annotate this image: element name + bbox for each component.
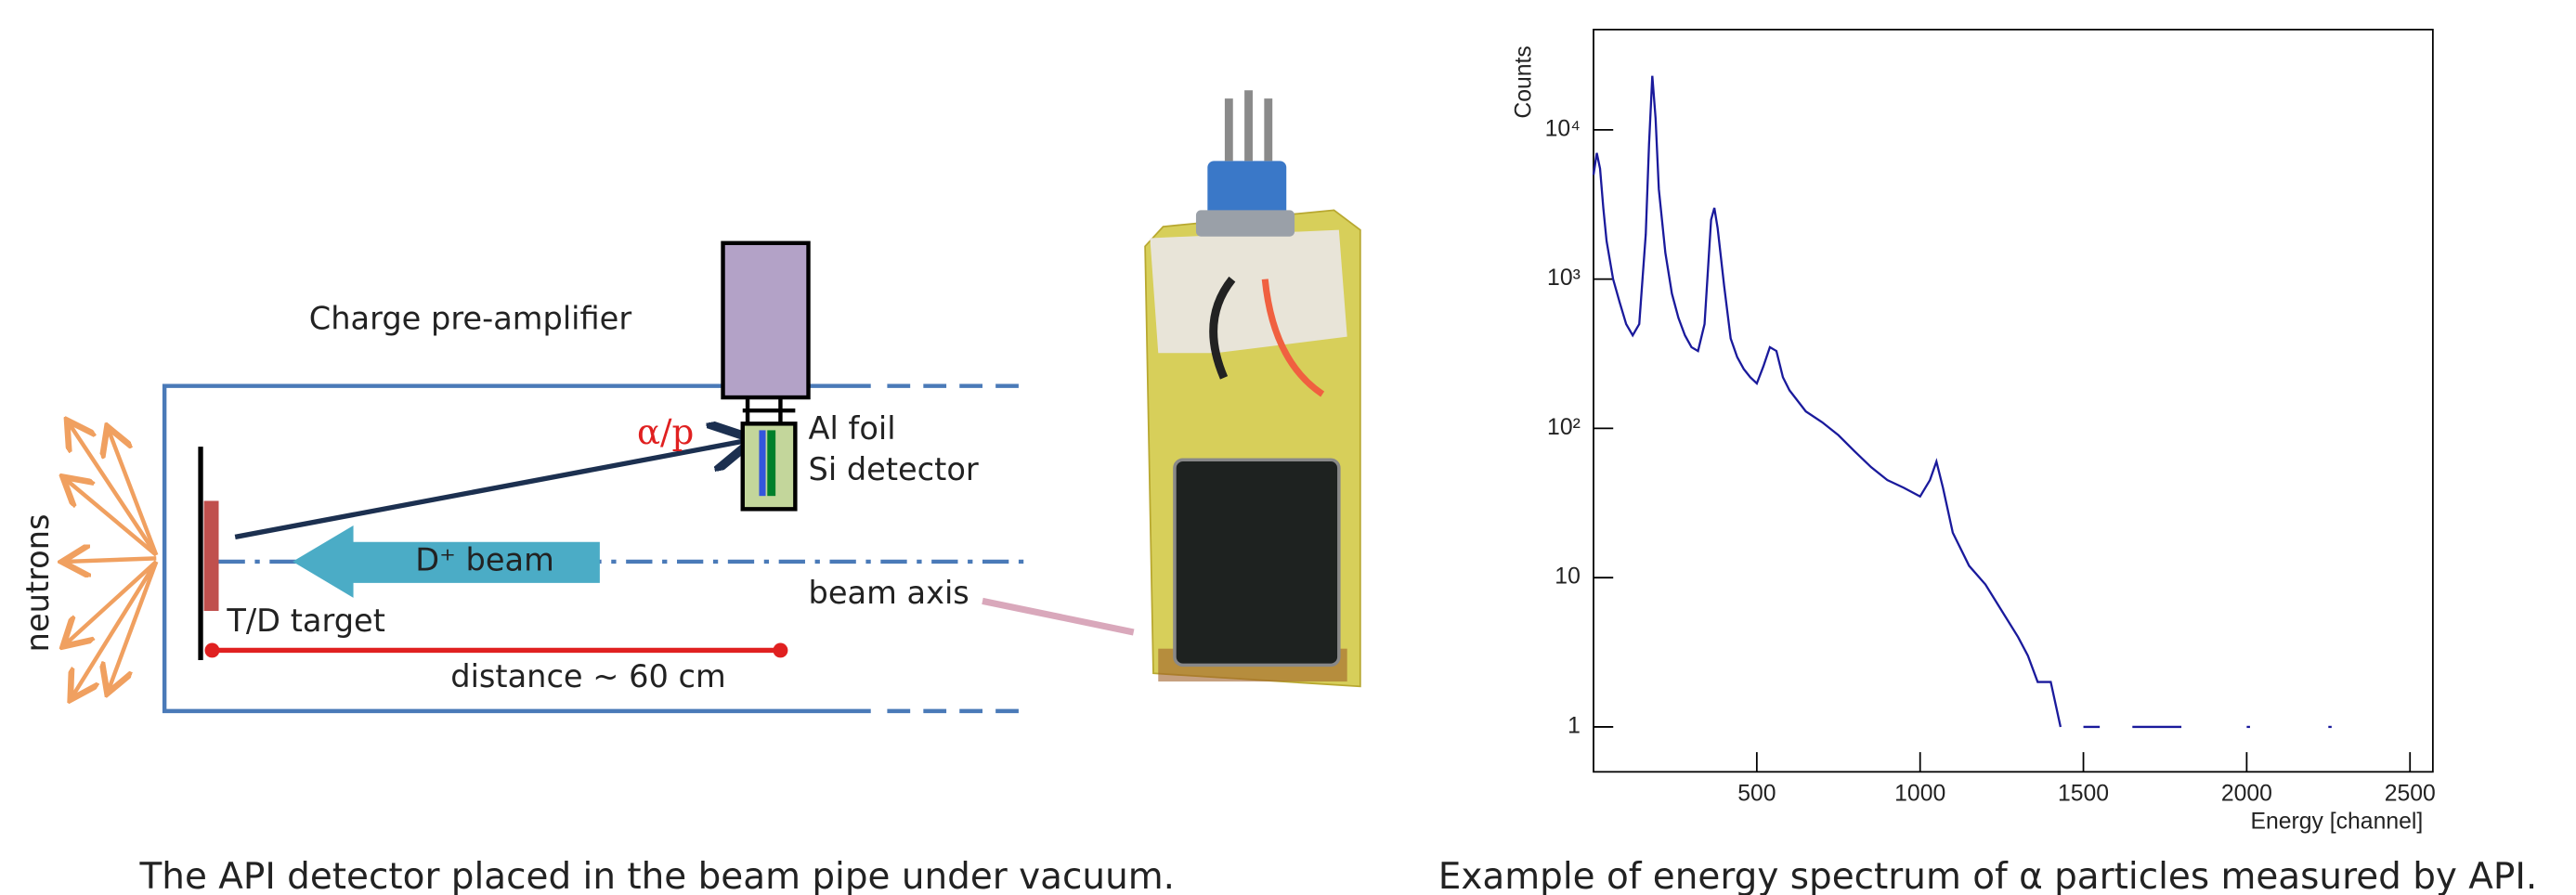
neutron-arrows (66, 423, 159, 696)
x-tick-label: 2500 (2385, 782, 2436, 807)
distance-end (204, 642, 220, 658)
pointer (982, 597, 1135, 636)
x-tick-label: 2000 (2221, 782, 2272, 807)
caption: The API detector placed in the beam pipe… (139, 856, 1175, 895)
y-tick-label: 10⁴ (1545, 116, 1581, 141)
x-tick-label: 1500 (2058, 782, 2109, 807)
beam-axis-label: beam axis (809, 575, 969, 611)
distance-end (773, 642, 788, 658)
photo (1144, 90, 1361, 688)
pins (1224, 90, 1273, 162)
alpha-p-label: α/p (637, 412, 694, 452)
distance-label: distance ~ 60 cm (450, 658, 725, 694)
plot-frame (1593, 28, 2434, 773)
preamp-label: Charge pre-amplifier (309, 300, 632, 336)
si-chip (1173, 458, 1341, 668)
connector-body (1207, 161, 1287, 219)
connector (742, 397, 796, 424)
spectrum-line (1592, 75, 2062, 728)
x-tick-label: 500 (1737, 782, 1776, 807)
y-tick-label: 10 (1555, 564, 1581, 590)
beam-pipe (162, 383, 1027, 714)
connector-base (1195, 210, 1295, 237)
wire (1261, 279, 1325, 397)
y-tick-label: 10² (1547, 415, 1581, 440)
beam-label: D⁺ beam (415, 541, 554, 577)
spectrum-chart: Counts Energy [channel] 1 10 10² 10³ 10⁴ 500 1… (1511, 28, 2436, 835)
x-axis-title: Energy [channel] (2250, 810, 2423, 835)
beam-arrow (293, 525, 600, 598)
y-tick-label: 1 (1568, 713, 1581, 738)
y-axis-title: Counts (1511, 45, 1536, 118)
si-label: Si detector (809, 451, 979, 487)
x-tick-label: 1000 (1894, 782, 1945, 807)
caption: Example of energy spectrum of α particle… (1438, 856, 2537, 895)
target-label: T/D target (226, 603, 385, 639)
neutrons-label: neutrons (20, 514, 56, 653)
preamplifier (721, 240, 811, 400)
y-tick-label: 10³ (1547, 266, 1581, 291)
particle-arrow (234, 440, 749, 540)
si-layer (767, 430, 776, 497)
wire (1209, 276, 1236, 380)
mount (1150, 229, 1347, 354)
diagram: neutrons D⁺ beam α/p Charge pre-amplifie… (20, 240, 1135, 714)
al-foil-label: Al foil (809, 410, 896, 447)
target (203, 500, 219, 611)
al-foil (759, 430, 766, 497)
